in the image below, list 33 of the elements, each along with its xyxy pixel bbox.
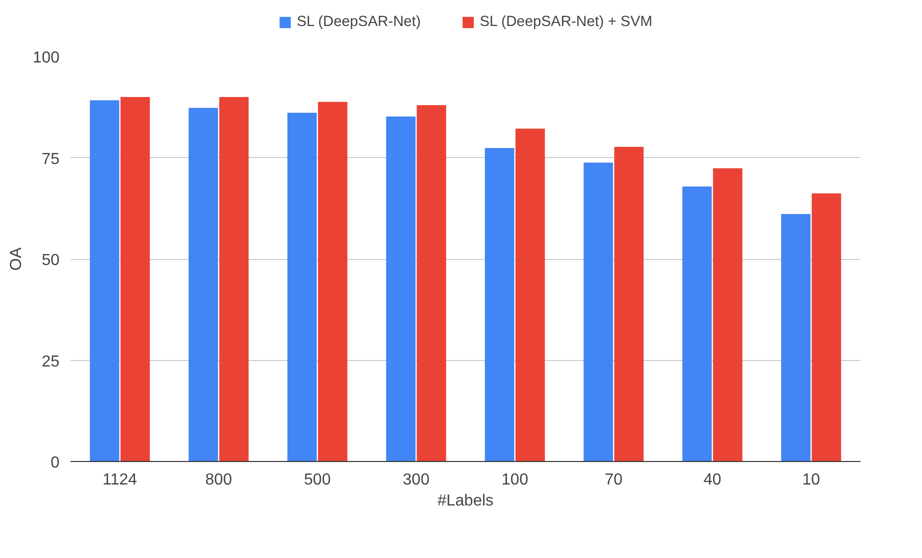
- bar: [584, 162, 614, 462]
- legend-label: SL (DeepSAR-Net): [296, 14, 421, 30]
- bar: [712, 168, 742, 462]
- x-tick-label: 10: [802, 472, 820, 488]
- y-tick-label: 25: [42, 353, 60, 370]
- bar: [318, 102, 348, 462]
- bar: [188, 108, 218, 462]
- x-tick-label: 500: [304, 472, 331, 488]
- x-tick-label: 100: [502, 472, 528, 488]
- bar: [287, 112, 317, 462]
- y-tick-label: 100: [32, 50, 60, 66]
- bar: [416, 105, 446, 462]
- y-tick-label: 75: [42, 150, 60, 168]
- bar: [682, 186, 712, 462]
- bar: [781, 214, 811, 462]
- x-tick-label: 40: [703, 472, 722, 488]
- bar: [614, 146, 644, 462]
- y-tick-label: 50: [42, 252, 60, 269]
- legend-label: SL (DeepSAR-Net) + SVM: [480, 14, 652, 30]
- bar: [386, 116, 416, 462]
- x-tick-label: 300: [402, 472, 430, 488]
- bar: [90, 100, 120, 462]
- bar: [120, 97, 150, 462]
- x-tick-label: 800: [205, 472, 232, 488]
- x-axis-title: #Labels: [437, 492, 494, 510]
- y-tick-label: 0: [50, 454, 60, 472]
- bar: [812, 193, 842, 462]
- bar: [219, 97, 249, 462]
- x-tick-label: 1124: [102, 472, 138, 488]
- x-tick-label: 70: [604, 472, 623, 488]
- bar: [484, 148, 514, 462]
- bar: [515, 128, 545, 462]
- y-axis-title: OA: [8, 247, 25, 271]
